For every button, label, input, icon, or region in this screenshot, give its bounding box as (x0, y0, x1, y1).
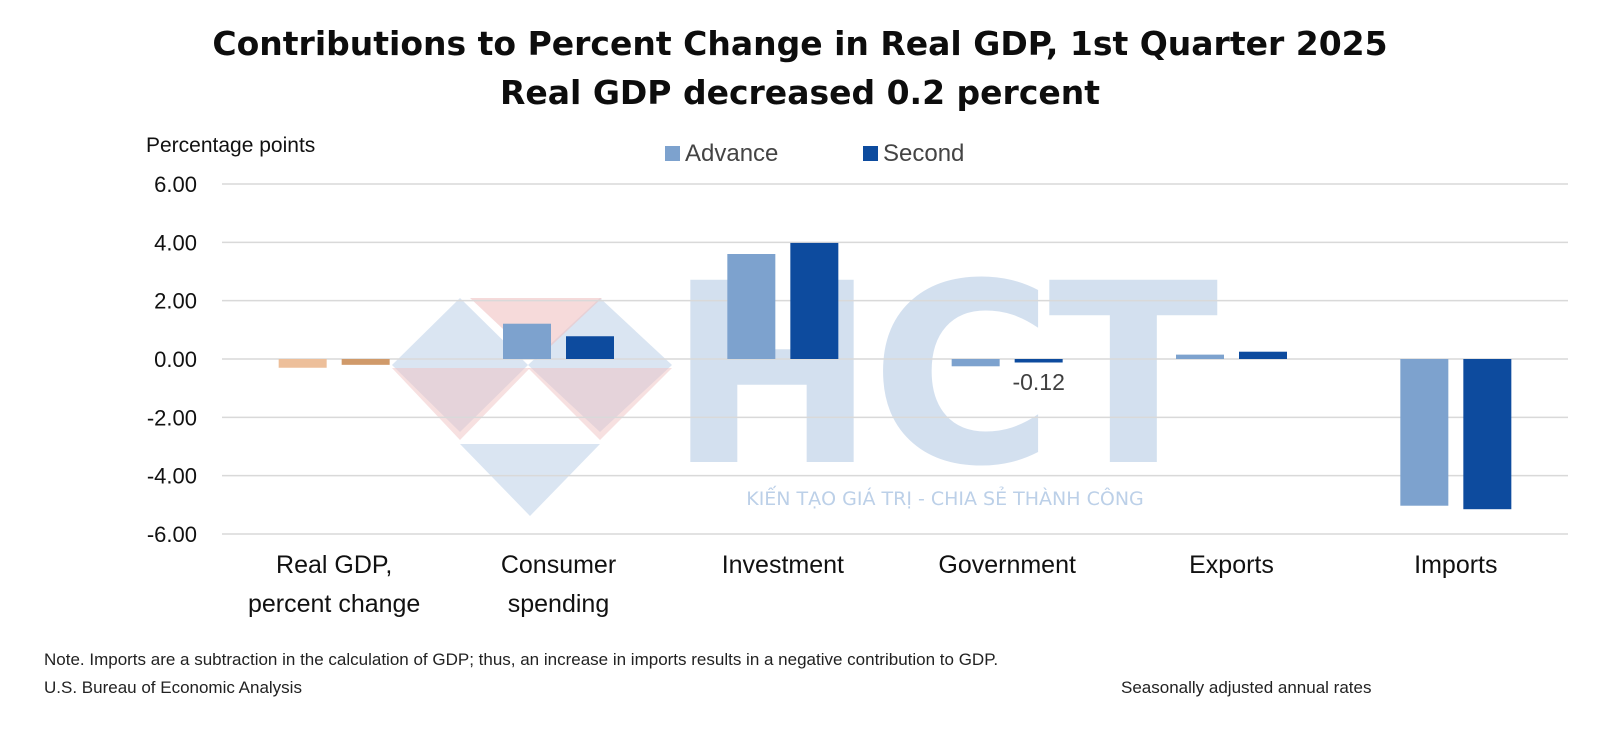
x-tick-label: Investment (722, 551, 844, 579)
rates-label: Seasonally adjusted annual rates (1121, 678, 1372, 697)
bar-second (1463, 359, 1512, 510)
y-axis-label: Percentage points (146, 134, 315, 157)
watermark-triangle-left (392, 368, 530, 440)
y-tick-label: -4.00 (147, 464, 197, 489)
x-tick-label: Government (938, 551, 1076, 579)
bar-advance (1400, 359, 1449, 506)
source-label: U.S. Bureau of Economic Analysis (44, 678, 302, 697)
x-tick-label: Exports (1189, 551, 1274, 579)
legend-label-second: Second (883, 140, 964, 167)
watermark-triangle-bottom (460, 444, 600, 516)
x-tick-label: Real GDP, (276, 551, 392, 579)
x-tick-label: Consumer (501, 551, 616, 579)
x-tick-label: percent change (248, 590, 420, 618)
bar-second (566, 336, 614, 359)
chart-title: Contributions to Percent Change in Real … (212, 24, 1388, 63)
y-tick-label: -2.00 (147, 405, 197, 430)
bar-advance (503, 323, 551, 359)
bar-advance (278, 359, 327, 368)
data-label: -0.12 (1012, 369, 1064, 395)
legend-swatch-advance (665, 146, 680, 161)
x-tick-label: spending (508, 590, 609, 618)
bar-second (1014, 359, 1063, 363)
watermark-tagline: KIẾN TẠO GIÁ TRỊ - CHIA SẺ THÀNH CÔNG (746, 485, 1144, 510)
y-tick-label: 2.00 (154, 289, 197, 314)
bar-advance (727, 254, 776, 359)
y-tick-label: -6.00 (147, 522, 197, 547)
chart-note: Note. Imports are a subtraction in the c… (44, 650, 999, 669)
y-tick-label: 6.00 (154, 172, 197, 197)
bar-second (790, 242, 839, 359)
bar-advance (1176, 354, 1224, 359)
legend-swatch-second (863, 146, 878, 161)
bar-advance (951, 359, 1000, 367)
bar-second (341, 359, 390, 365)
y-tick-label: 0.00 (154, 347, 197, 372)
y-tick-label: 4.00 (154, 230, 197, 255)
watermark-triangle-right (528, 368, 672, 440)
legend-label-advance: Advance (685, 140, 778, 167)
chart-subtitle: Real GDP decreased 0.2 percent (499, 73, 1101, 112)
bar-second (1239, 351, 1287, 359)
x-tick-label: Imports (1414, 551, 1497, 579)
